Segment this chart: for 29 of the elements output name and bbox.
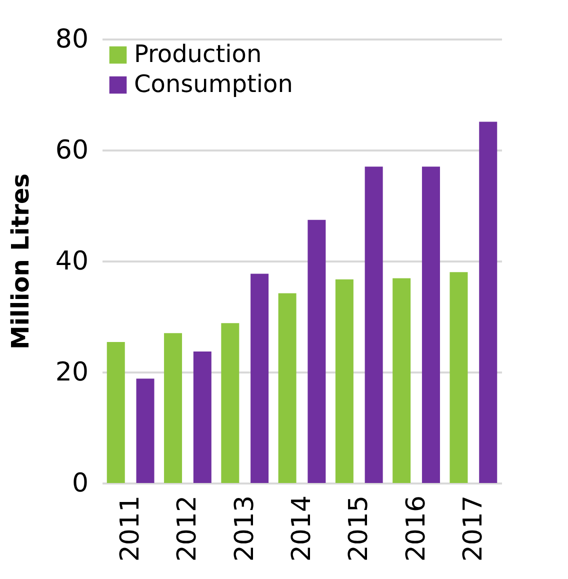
bar — [278, 293, 296, 483]
y-tick-label: 40 — [55, 246, 88, 276]
x-tick-label: 2012 — [172, 496, 203, 562]
x-tick-label: 2015 — [344, 496, 374, 562]
y-tick-label: 80 — [55, 24, 88, 54]
x-tick-label: 2013 — [230, 496, 260, 562]
bar — [422, 166, 440, 483]
legend-label: Consumption — [134, 70, 293, 98]
bar — [392, 278, 411, 483]
y-tick-label: 20 — [55, 358, 88, 388]
x-tick-label: 2011 — [116, 496, 146, 562]
bar — [193, 351, 212, 483]
y-axis-title: Million Litres — [6, 173, 34, 350]
bar — [479, 122, 498, 483]
y-tick-label: 0 — [72, 468, 88, 498]
x-tick-label: 2016 — [401, 496, 432, 562]
bar — [450, 272, 468, 483]
y-tick-label: 60 — [55, 136, 88, 166]
legend-label: Production — [134, 40, 262, 68]
bar — [308, 220, 326, 483]
bar — [250, 274, 269, 483]
x-tick-label: 2014 — [287, 496, 317, 562]
bar — [106, 342, 125, 483]
bar — [364, 166, 383, 483]
bar — [136, 378, 154, 483]
bar — [335, 279, 354, 483]
bar — [164, 333, 182, 483]
bar — [221, 323, 240, 483]
x-tick-label: 2017 — [458, 496, 488, 562]
